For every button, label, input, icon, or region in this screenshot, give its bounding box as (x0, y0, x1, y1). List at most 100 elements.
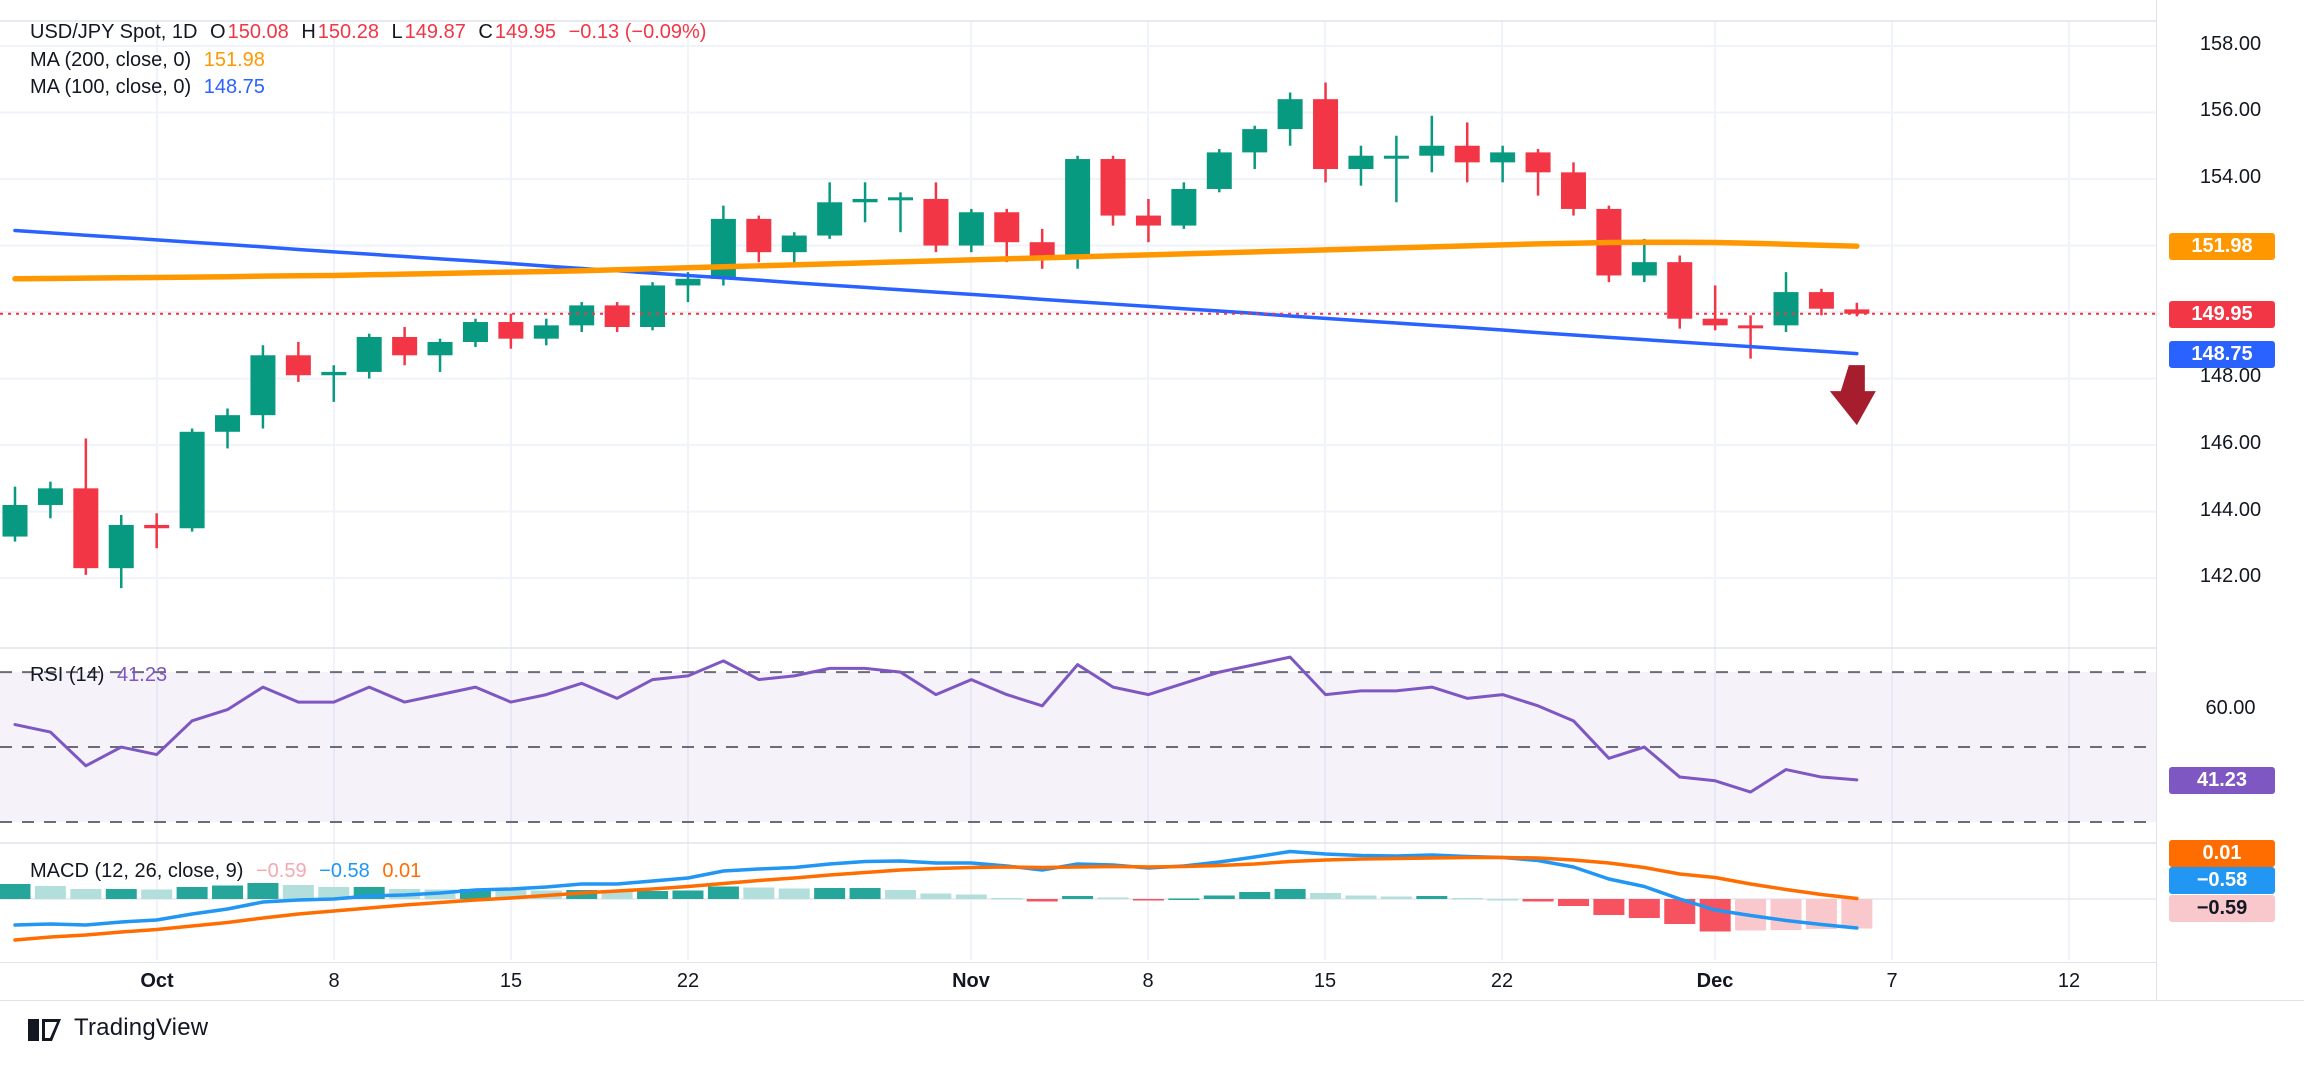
candle-body (1631, 262, 1657, 276)
candle-body (144, 524, 170, 529)
rsi-label: RSI (14) (30, 664, 105, 686)
macd-histogram-bar (885, 890, 916, 899)
candle-body (108, 524, 134, 569)
macd-histogram-bar (707, 886, 739, 899)
macd-histogram-bar (1770, 899, 1802, 930)
price-axis-label: 156.00 (2199, 99, 2262, 121)
macd-histogram-bar (34, 886, 66, 899)
macd-histogram-bar (1274, 889, 1306, 899)
candle-body (958, 212, 984, 246)
low-label: L (391, 21, 403, 43)
candle-body (1454, 145, 1480, 163)
macd-legend[interactable]: MACD (12, 26, close, 9) −0.59 −0.58 0.01 (30, 860, 428, 883)
macd-histogram-bar (318, 887, 350, 899)
macd-histogram-bar (70, 889, 102, 899)
open-value: 150.08 (227, 21, 289, 43)
candle-body (179, 431, 205, 529)
candle-body (215, 415, 241, 432)
macd-histogram-bar (1310, 893, 1342, 899)
open-label: O (210, 21, 226, 43)
candle-body (73, 488, 99, 569)
ma200-line (12, 239, 1860, 282)
macd-histogram-bar (282, 885, 314, 899)
time-axis-label: 15 (1313, 970, 1337, 992)
macd-histogram-bar (0, 884, 31, 899)
macd-histogram-bar (1593, 899, 1625, 915)
macd-histogram-bar (1557, 899, 1589, 906)
rsi-line (13, 655, 1859, 794)
candle-body (1100, 159, 1126, 216)
candle-body (462, 322, 488, 342)
macd-histogram-bar (1699, 899, 1731, 932)
macd-histogram-bar (1628, 899, 1660, 918)
candle-body (640, 285, 666, 328)
candle-body (1773, 292, 1799, 326)
rsi-legend[interactable]: RSI (14) 41.23 (30, 664, 174, 687)
candle-body (1667, 262, 1693, 319)
candle-body (1348, 155, 1374, 170)
macd-histogram-bar (920, 893, 952, 899)
price-axis-label: 154.00 (2199, 166, 2262, 188)
candle-body (1419, 145, 1445, 156)
candle-body (1242, 129, 1268, 153)
candle-body (1206, 152, 1232, 189)
ma100-legend[interactable]: MA (100, close, 0) 148.75 (30, 76, 272, 99)
ma100-value: 148.75 (203, 76, 265, 98)
ma200-price-badge: 151.98 (2169, 232, 2275, 260)
macd-histogram-bar (991, 898, 1023, 900)
macd-histogram-bar (1026, 899, 1058, 902)
candle-body (1702, 318, 1728, 326)
ma200-legend[interactable]: MA (200, close, 0) 151.98 (30, 49, 272, 72)
macd-line (13, 849, 1859, 930)
tradingview-logo[interactable]: TradingView (28, 1014, 208, 1042)
tradingview-logo-text: TradingView (74, 1014, 209, 1041)
macd-histogram-bar (814, 888, 846, 899)
price-axis-label: 142.00 (2199, 565, 2262, 587)
time-axis-label: 7 (1886, 970, 1898, 992)
candle-body (250, 355, 276, 416)
candle-body (1277, 99, 1303, 130)
macd-histogram-bar (672, 890, 704, 899)
candle-body (356, 336, 382, 372)
macd-histogram-bar (955, 894, 987, 899)
macd-histogram-bar (1841, 899, 1873, 929)
candle-body (781, 235, 807, 253)
price-axis-label: 158.00 (2199, 33, 2262, 55)
macd-histogram-bar (849, 888, 881, 899)
candle-body (427, 341, 453, 356)
candle-body (852, 198, 878, 203)
ma200-label: MA (200, close, 0) (30, 49, 192, 71)
candle-body (392, 336, 418, 356)
time-axis[interactable]: Oct 8 15 22 Nov 8 15 22 Dec 7 12 (0, 962, 2304, 1001)
macd-histogram-bar (1380, 896, 1412, 899)
time-axis-label: Nov (952, 970, 990, 992)
candle-body (1808, 292, 1834, 309)
macd-histogram-bar (601, 892, 633, 899)
time-axis-label: 15 (499, 970, 523, 992)
macd-histogram-bar (105, 889, 137, 899)
macd-line-value: −0.58 (319, 860, 370, 882)
ma100-label: MA (100, close, 0) (30, 76, 192, 98)
candle-body (285, 355, 311, 376)
time-axis-label: 12 (2057, 970, 2081, 992)
macd-histogram-bar (1097, 897, 1129, 899)
candle-body (321, 371, 347, 376)
ma100-line (13, 228, 1859, 356)
macd-label: MACD (12, 26, close, 9) (30, 860, 244, 882)
high-label: H (301, 21, 316, 43)
macd-histogram-bar (459, 889, 491, 899)
high-value: 150.28 (317, 21, 379, 43)
macd-signal-line (13, 855, 1859, 942)
macd-histogram-bar (743, 887, 775, 899)
symbol-legend[interactable]: USD/JPY Spot, 1D O 150.08 H 150.28 L 149.87… (30, 21, 713, 44)
time-axis-label: 8 (1142, 970, 1154, 992)
symbol-title: USD/JPY Spot, 1D (30, 21, 198, 43)
candle-body (746, 218, 772, 253)
ma100-price-badge: 148.75 (2169, 340, 2275, 368)
macd-histogram-bar (1203, 895, 1235, 899)
time-axis-label: 22 (1490, 970, 1514, 992)
macd-histogram-bar (1451, 898, 1483, 900)
close-value: 149.95 (494, 21, 557, 43)
price-axis[interactable]: 158.00 156.00 154.00 148.00 146.00 144.00 142.… (2156, 0, 2304, 1000)
